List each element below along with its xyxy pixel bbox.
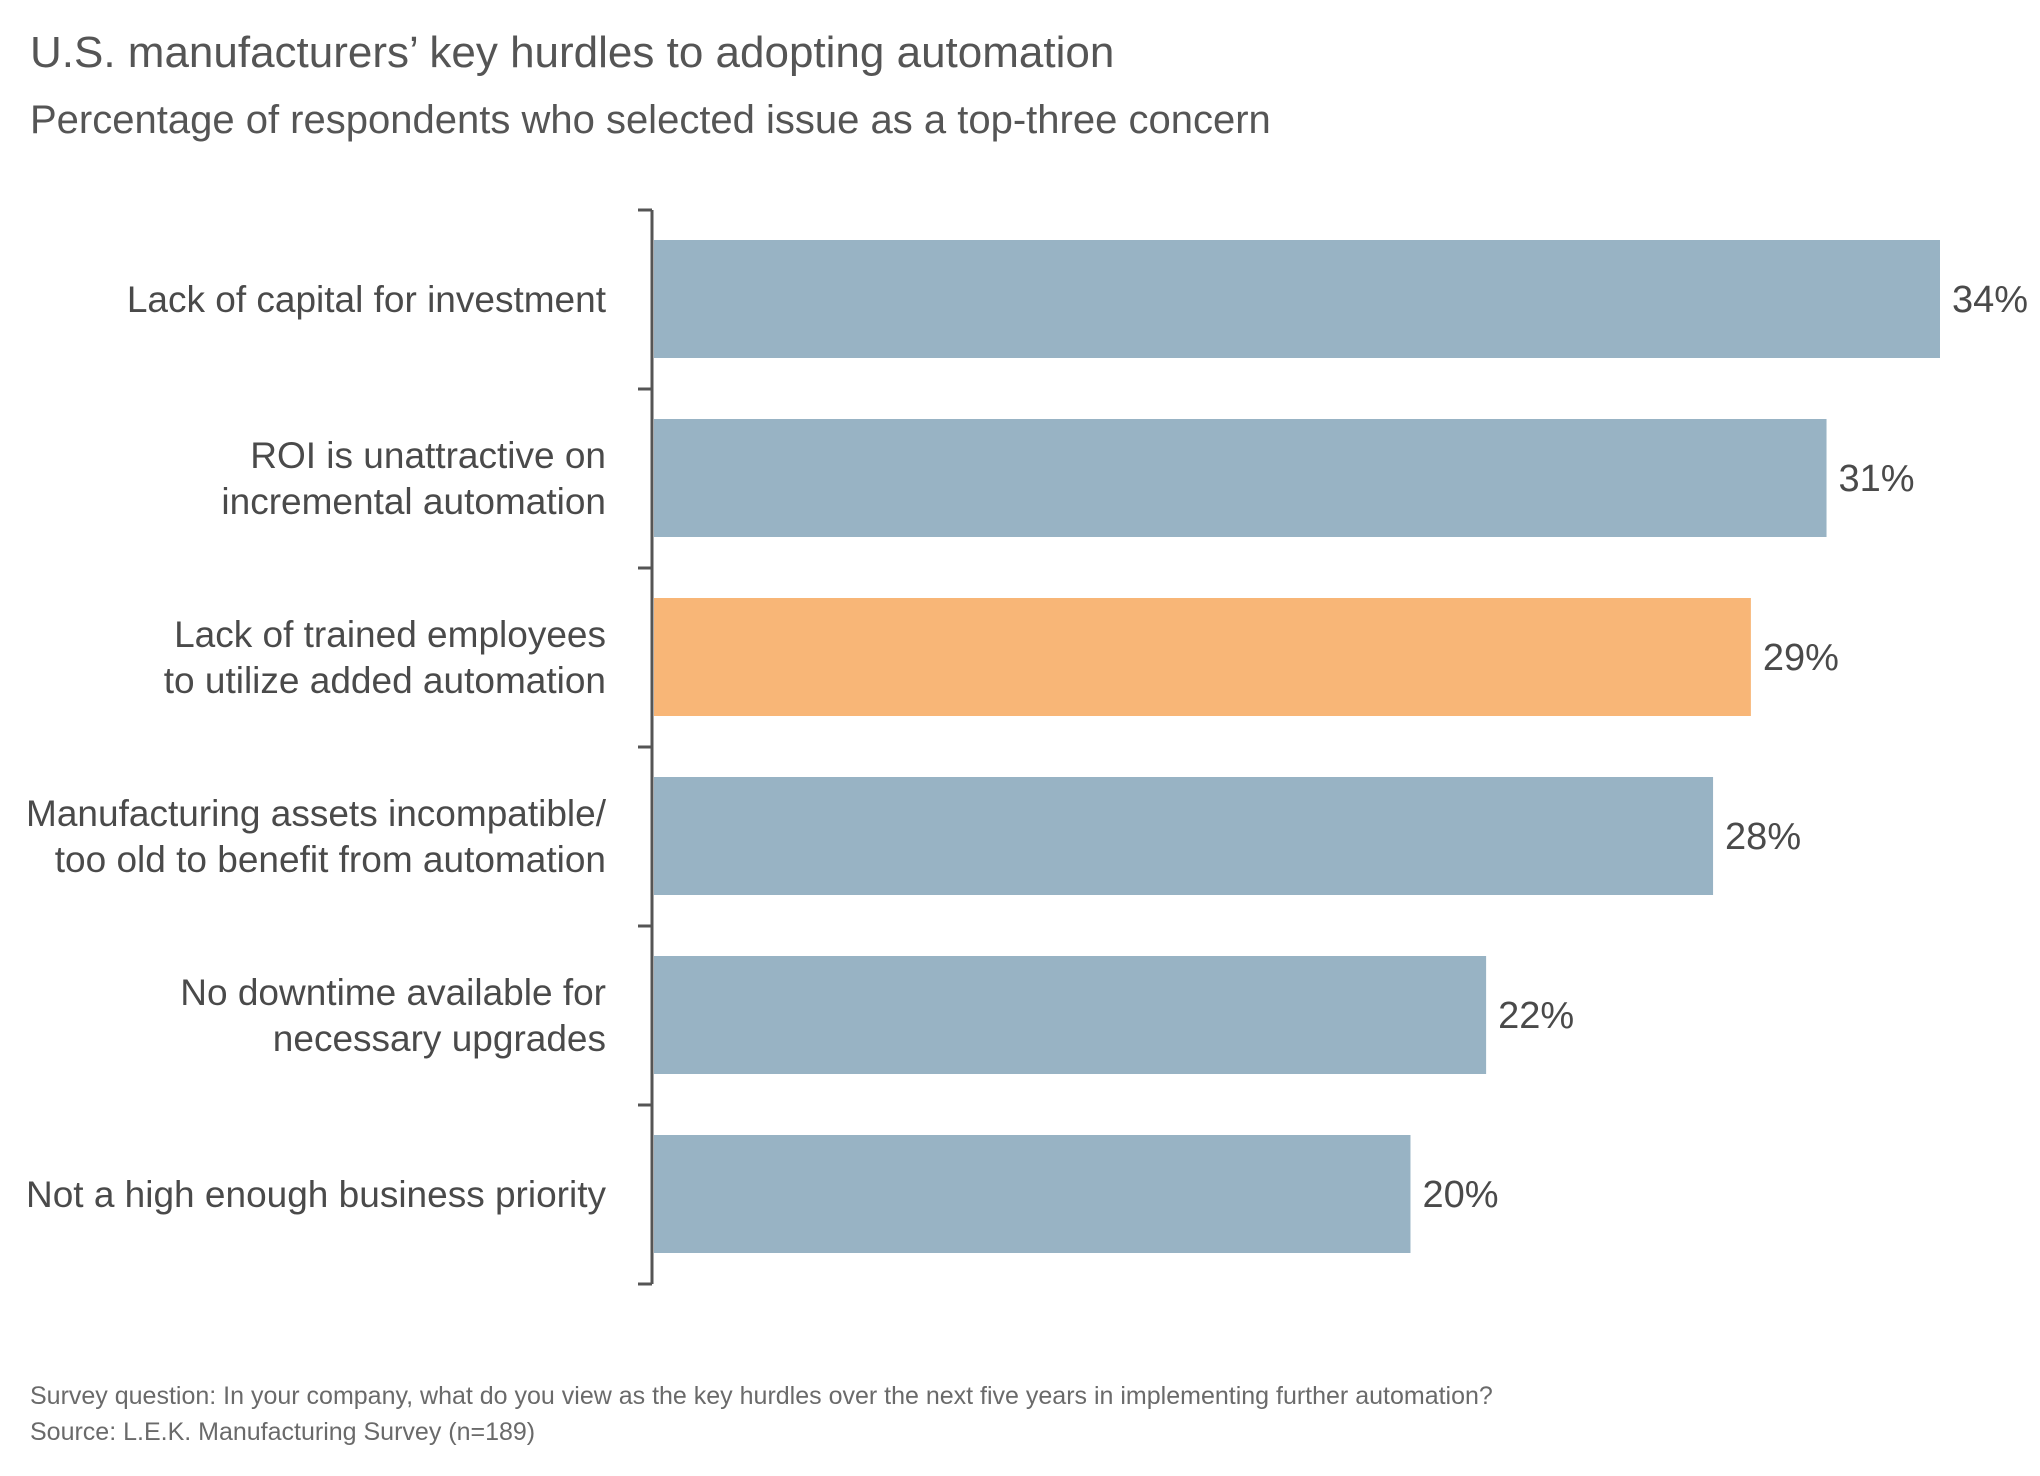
- category-label-line: to utilize added automation: [164, 660, 606, 701]
- bar-chart: 34% Lack of capital for investment 31% ROI …: [26, 208, 2028, 1286]
- value-label-5: 22%: [1498, 995, 1574, 1037]
- bar-3: [654, 598, 1751, 716]
- bar-5: [654, 956, 1487, 1074]
- category-label-line: ROI is unattractive on: [250, 435, 606, 476]
- category-label-6: Not a high enough business priority: [26, 1174, 607, 1215]
- category-label-2: ROI is unattractive on incremental automa…: [221, 435, 606, 522]
- value-label-4: 28%: [1725, 816, 1801, 858]
- chart-title: U.S. manufacturers’ key hurdles to adopt…: [30, 28, 1115, 77]
- category-label-line: Lack of capital for investment: [127, 279, 607, 320]
- category-label-line: too old to benefit from automation: [55, 839, 606, 880]
- source-note: Source: L.E.K. Manufacturing Survey (n=1…: [30, 1418, 536, 1446]
- category-label-1: Lack of capital for investment: [127, 279, 607, 320]
- value-label-6: 20%: [1422, 1174, 1498, 1216]
- value-label-3: 29%: [1763, 637, 1839, 679]
- survey-question-note: Survey question: In your company, what d…: [30, 1382, 1493, 1410]
- bar-1: [654, 240, 1940, 358]
- category-label-line: Manufacturing assets incompatible/: [26, 793, 607, 834]
- bar-6: [654, 1135, 1411, 1253]
- value-label-1: 34%: [1952, 279, 2028, 321]
- category-label-5: No downtime available for necessary upgra…: [180, 972, 606, 1059]
- category-label-line: No downtime available for: [180, 972, 606, 1013]
- category-label-line: incremental automation: [221, 481, 606, 522]
- bar-4: [654, 777, 1714, 895]
- chart-subtitle: Percentage of respondents who selected i…: [30, 98, 1271, 142]
- category-label-line: Lack of trained employees: [174, 614, 606, 655]
- category-label-line: necessary upgrades: [273, 1018, 606, 1059]
- category-label-4: Manufacturing assets incompatible/too ol…: [26, 793, 607, 880]
- category-label-3: Lack of trained employees to utilize adde…: [164, 614, 606, 701]
- category-label-line: Not a high enough business priority: [26, 1174, 607, 1215]
- bar-2: [654, 419, 1827, 537]
- value-label-2: 31%: [1839, 458, 1915, 500]
